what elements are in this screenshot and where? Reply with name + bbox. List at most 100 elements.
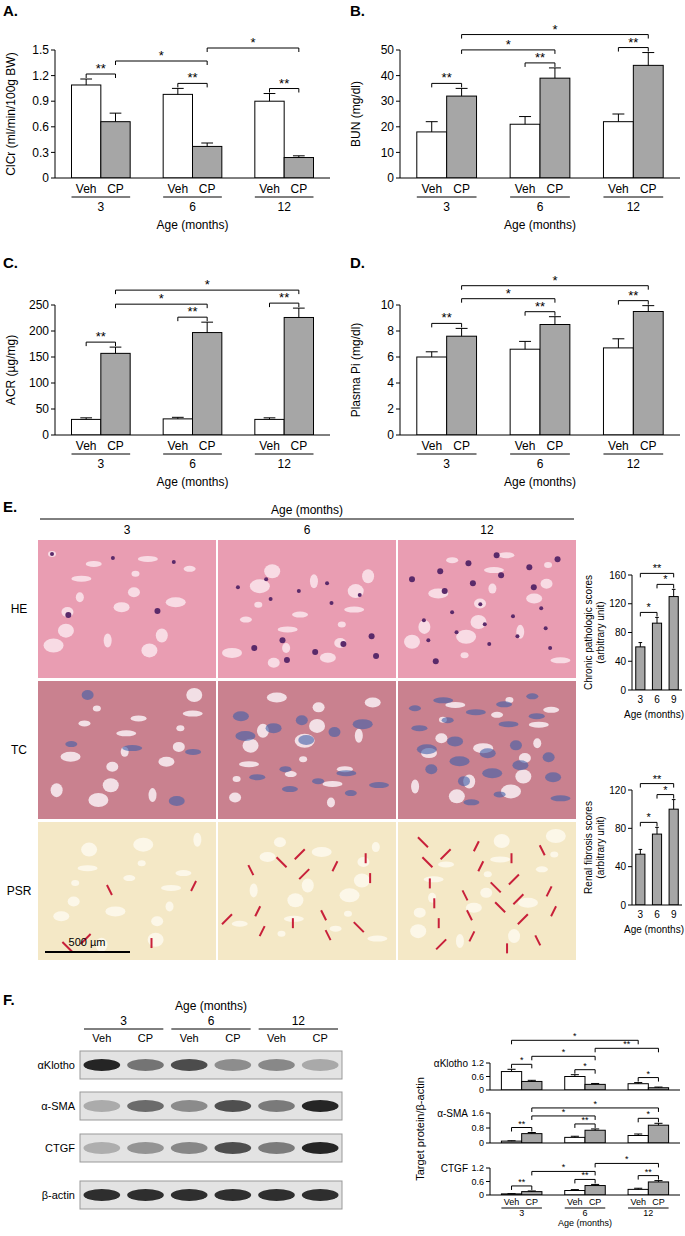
error-bar-cap (634, 1134, 642, 1135)
tissue-texture (449, 789, 465, 803)
bar (603, 348, 633, 435)
series-label: CP (453, 439, 470, 453)
significance-label: ** (518, 1177, 526, 1187)
tissue-background (218, 540, 396, 678)
y-tick (486, 1076, 490, 1077)
category-label: 6 (582, 1208, 587, 1218)
tissue-texture (447, 736, 463, 746)
error-bar (507, 1140, 515, 1141)
error-bar-cap (264, 417, 276, 418)
figure: 00.30.60.91.21.5A.ClCr (ml/min/100g BW)V… (0, 0, 685, 1236)
tissue-texture (312, 649, 318, 655)
significance-label: * (647, 601, 652, 613)
tissue-texture (122, 745, 142, 751)
error-bar-cap (654, 1123, 662, 1124)
error-bar-stem (618, 114, 619, 122)
bar (565, 1137, 585, 1143)
y-axis-label: Chronic pathologic scores (583, 575, 594, 690)
tissue-texture (467, 910, 472, 920)
error-bar-stem (177, 88, 178, 94)
error-bar-stem (269, 94, 270, 102)
tissue-texture (193, 833, 201, 847)
tissue-texture (510, 740, 522, 750)
error-bar (456, 328, 468, 336)
error-bar-cap (172, 417, 184, 418)
tissue-texture (250, 579, 270, 593)
tissue-background (398, 540, 576, 678)
tissue-texture (184, 566, 196, 572)
panel-label: C. (3, 254, 18, 271)
tissue-texture (551, 906, 556, 916)
y-tick-label: 40 (381, 69, 395, 83)
error-bar (655, 617, 659, 623)
error-bar (634, 1134, 642, 1136)
tissue-texture (433, 658, 439, 664)
blot-band (83, 1059, 120, 1071)
group-line (603, 454, 663, 455)
tissue-texture (169, 796, 185, 806)
bar-chart: 050100150200250C.ACR (µg/mg)VehCP3VehCP6… (3, 254, 330, 489)
y-tick-label: 0 (387, 171, 394, 185)
tissue-texture (422, 857, 432, 867)
tissue-background (38, 681, 216, 819)
y-tick-label: 10 (381, 298, 395, 312)
y-tick-label: 1.5 (32, 43, 49, 57)
series-label: Veh (259, 439, 280, 453)
tissue-texture (82, 690, 94, 700)
panel-label: D. (350, 254, 365, 271)
error-bar-cap (655, 617, 659, 618)
bar (501, 1072, 521, 1090)
significance-label: ** (518, 1119, 526, 1129)
error-bar-cap (528, 1132, 536, 1133)
tissue-texture (450, 756, 470, 766)
tissue-texture (442, 588, 448, 594)
error-bar (456, 88, 468, 96)
significance-label: * (159, 48, 164, 63)
lane-label: Veh (180, 1032, 199, 1044)
tissue-texture (86, 561, 102, 567)
y-tick-label: 160 (609, 570, 626, 581)
significance-label: * (159, 291, 164, 306)
blot-strip (80, 1181, 342, 1209)
bar (417, 357, 447, 435)
tissue-texture (48, 551, 56, 557)
tissue-texture (240, 617, 252, 623)
series-label: Veh (504, 1197, 520, 1207)
tissue-texture (411, 779, 419, 793)
y-tick (486, 1168, 490, 1169)
series-label: Veh (515, 439, 536, 453)
tissue-texture (302, 878, 314, 892)
y-tick (396, 75, 400, 76)
category-label: 9 (671, 694, 677, 705)
tissue-texture (550, 657, 570, 663)
tissue-image (218, 822, 396, 960)
significance-label: * (562, 1162, 566, 1172)
blot-band (83, 1189, 120, 1201)
bar (163, 419, 192, 435)
tissue-texture (531, 584, 537, 590)
tissue-texture (456, 934, 464, 948)
tissue-texture (327, 798, 335, 808)
x-axis-label: Age (months) (504, 475, 576, 489)
bar (628, 1136, 648, 1144)
blot-strip (80, 1134, 342, 1162)
category-label: 3 (443, 457, 450, 471)
error-bar-cap (80, 417, 92, 418)
age-label: 12 (292, 1014, 306, 1028)
significance-label: * (593, 1099, 597, 1109)
y-tick-label: 1.2 (32, 69, 49, 83)
tissue-texture (404, 635, 420, 649)
column-header: Age (months) (175, 999, 247, 1013)
category-label: 12 (627, 200, 641, 214)
tissue-texture (338, 621, 346, 627)
tissue-texture (506, 943, 508, 953)
y-tick (51, 305, 55, 306)
row-label: TC (11, 743, 27, 757)
y-tick (396, 409, 400, 410)
y-tick-label: 120 (609, 598, 626, 609)
tissue-texture (292, 918, 294, 928)
y-tick (51, 409, 55, 410)
y-tick-label: 0.3 (32, 146, 49, 160)
y-tick (486, 1128, 490, 1129)
error-bar-cap (201, 322, 213, 323)
